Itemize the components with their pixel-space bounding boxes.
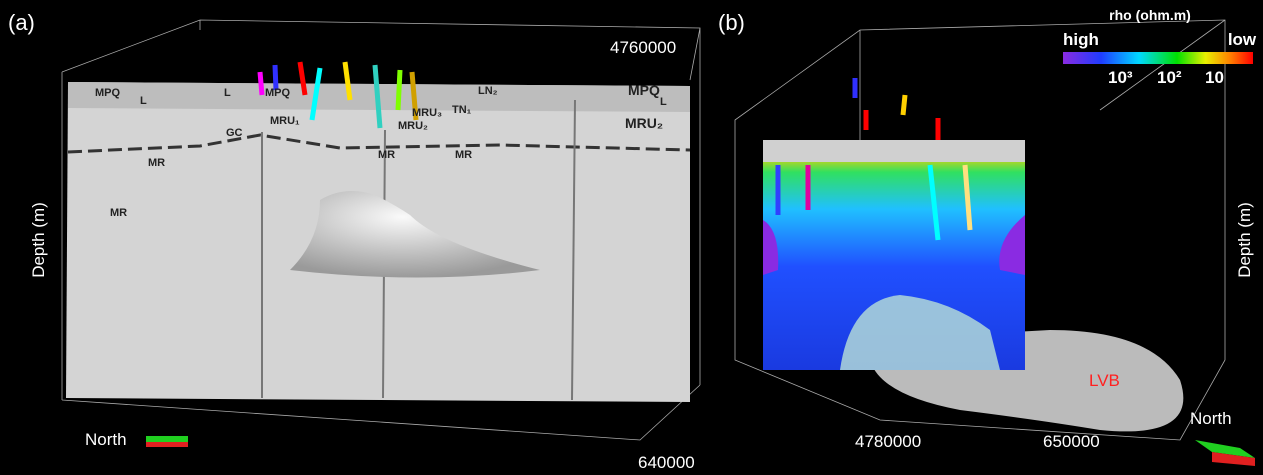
north-label: North (1190, 409, 1232, 428)
unit-label: MPQ (265, 87, 291, 99)
axis-tick-label: 4780000 (855, 432, 921, 451)
unit-label: MR (148, 157, 165, 169)
section-top (763, 140, 1025, 162)
unit-label: L (660, 96, 667, 108)
axis-tick-label: 640000 (638, 453, 695, 472)
unit-label: MRU₂ (625, 115, 663, 131)
unit-label: MRU₁ (270, 115, 300, 127)
axis-tick-label: 650000 (1043, 432, 1100, 451)
unit-label: MR (110, 207, 127, 219)
colorbar-low: low (1228, 30, 1257, 49)
north-arrow (146, 436, 188, 447)
unit-label: L (140, 95, 147, 107)
panel-label: (b) (718, 10, 745, 35)
colorbar (1063, 52, 1253, 64)
unit-label: MRU₂ (398, 120, 428, 132)
unit-label: MPQ (95, 87, 121, 99)
unit-label: L (224, 87, 231, 99)
unit-label: MR (378, 149, 395, 161)
unit-label: TN₁ (452, 104, 472, 116)
colorbar-high: high (1063, 30, 1099, 49)
colorbar-title: rho (ohm.m) (1109, 7, 1191, 23)
north-arrow (1195, 440, 1255, 466)
panel-label: (a) (8, 10, 35, 35)
unit-label: LN₂ (478, 85, 498, 97)
axis-title: Depth (m) (29, 202, 48, 278)
axis-tick-label: 4760000 (610, 38, 676, 57)
colorbar-tick-label: 10³ (1108, 68, 1133, 87)
unit-label: MRU₃ (412, 107, 442, 119)
unit-label: MPQ (628, 82, 660, 98)
panel-b: rho (ohm.m) high low 10³ 10² 10 (b) LVB … (718, 7, 1257, 466)
panel-a: MPQ L L MPQ GC MRU₁ LN₂ MRU₃ TN₁ MRU₂ MP… (8, 10, 700, 472)
body-label: LVB (1089, 371, 1120, 390)
axis-title: Depth (m) (1235, 202, 1254, 278)
colorbar-tick-label: 10² (1157, 68, 1182, 87)
colorbar-tick-label: 10 (1205, 68, 1224, 87)
unit-label: MR (455, 149, 472, 161)
figure: MPQ L L MPQ GC MRU₁ LN₂ MRU₃ TN₁ MRU₂ MP… (0, 0, 1263, 475)
unit-label: GC (226, 127, 243, 139)
north-label: North (85, 430, 127, 449)
